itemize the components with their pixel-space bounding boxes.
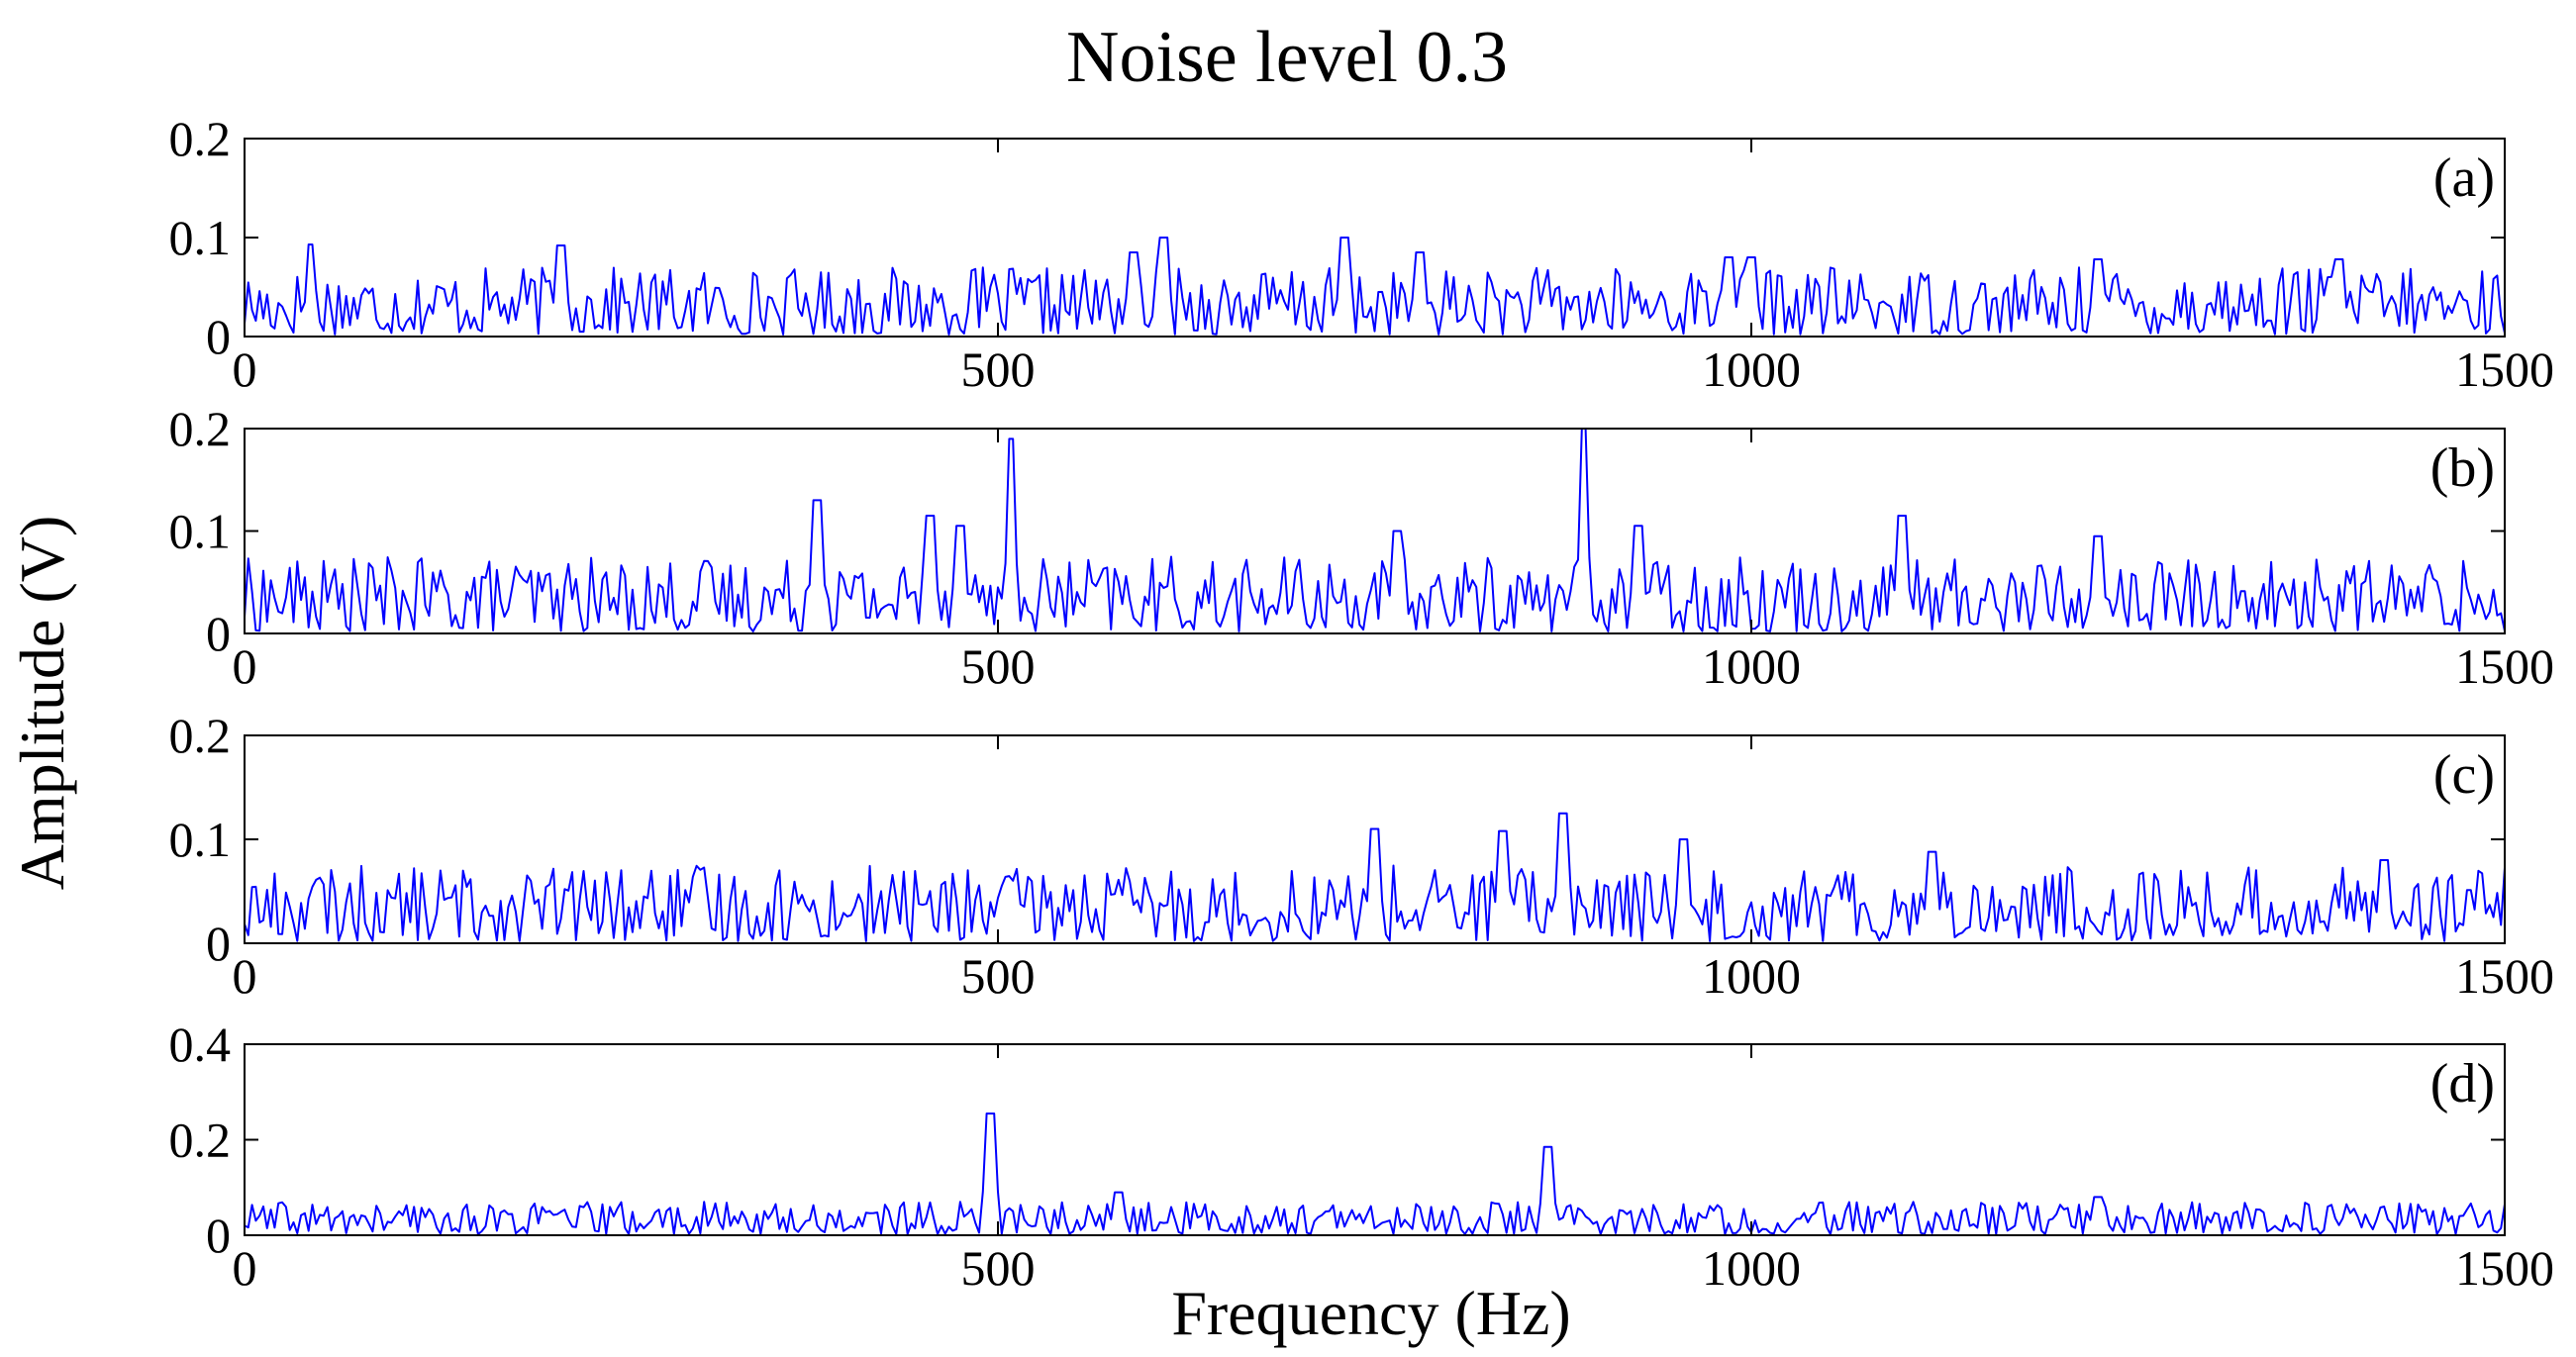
y-tick-label: 0.2: [169, 401, 232, 456]
x-tick-label: 1000: [1702, 638, 1801, 694]
x-tick-label: 500: [961, 948, 1036, 1004]
y-tick-label: 0.1: [169, 504, 232, 559]
subplots: 0 500 1000 1500 0 0.1 0.2 (a) 0 500 1000 1500 0 0.1 0.…: [169, 111, 2555, 1296]
y-tick-label: 0: [206, 916, 231, 971]
axes-frame: [244, 734, 2506, 944]
panel-label: (a): [2433, 147, 2495, 209]
series-line: [244, 428, 2506, 632]
x-tick-label: 1000: [1702, 948, 1801, 1004]
y-tick-label: 0.4: [169, 1017, 232, 1072]
subplot-2: 0 500 1000 1500 0 0.1 0.2 (c): [169, 708, 2555, 1004]
subplot-1: 0 500 1000 1500 0 0.1 0.2 (b): [169, 401, 2555, 694]
x-tick-label: 500: [961, 1240, 1036, 1296]
y-tick-label: 0.2: [169, 708, 232, 763]
x-axis-label: Frequency (Hz): [1171, 1278, 1570, 1348]
subplot-0: 0 500 1000 1500 0 0.1 0.2 (a): [169, 111, 2555, 397]
axes-frame: [244, 428, 2506, 634]
y-tick-label: 0: [206, 606, 231, 661]
x-tick-label: 0: [233, 638, 257, 694]
panel-label: (d): [2430, 1053, 2495, 1115]
figure-title: Noise level 0.3: [1066, 17, 1508, 98]
x-tick-label: 500: [961, 638, 1036, 694]
x-tick-label: 0: [233, 341, 257, 397]
x-tick-label: 1500: [2455, 948, 2554, 1004]
x-tick-label: 1000: [1702, 1240, 1801, 1296]
series-line: [244, 1113, 2506, 1235]
panel-label: (c): [2433, 744, 2495, 806]
y-tick-label: 0.2: [169, 111, 232, 166]
x-tick-label: 1500: [2455, 638, 2554, 694]
panel-label: (b): [2430, 437, 2495, 499]
y-tick-label: 0.1: [169, 812, 232, 867]
y-axis-label: Amplitude (V): [7, 516, 77, 891]
x-tick-label: 1500: [2455, 341, 2554, 397]
x-tick-label: 1000: [1702, 341, 1801, 397]
x-tick-label: 0: [233, 1240, 257, 1296]
y-tick-label: 0: [206, 1208, 231, 1263]
x-tick-label: 1500: [2455, 1240, 2554, 1296]
x-tick-label: 500: [961, 341, 1036, 397]
series-line: [244, 237, 2506, 336]
y-tick-label: 0: [206, 309, 231, 364]
axes-frame: [244, 138, 2506, 338]
y-tick-label: 0.2: [169, 1113, 232, 1168]
series-line: [244, 812, 2506, 942]
subplot-3: 0 500 1000 1500 0 0.2 0.4 (d): [169, 1017, 2555, 1296]
x-tick-label: 0: [233, 948, 257, 1004]
y-tick-label: 0.1: [169, 210, 232, 265]
